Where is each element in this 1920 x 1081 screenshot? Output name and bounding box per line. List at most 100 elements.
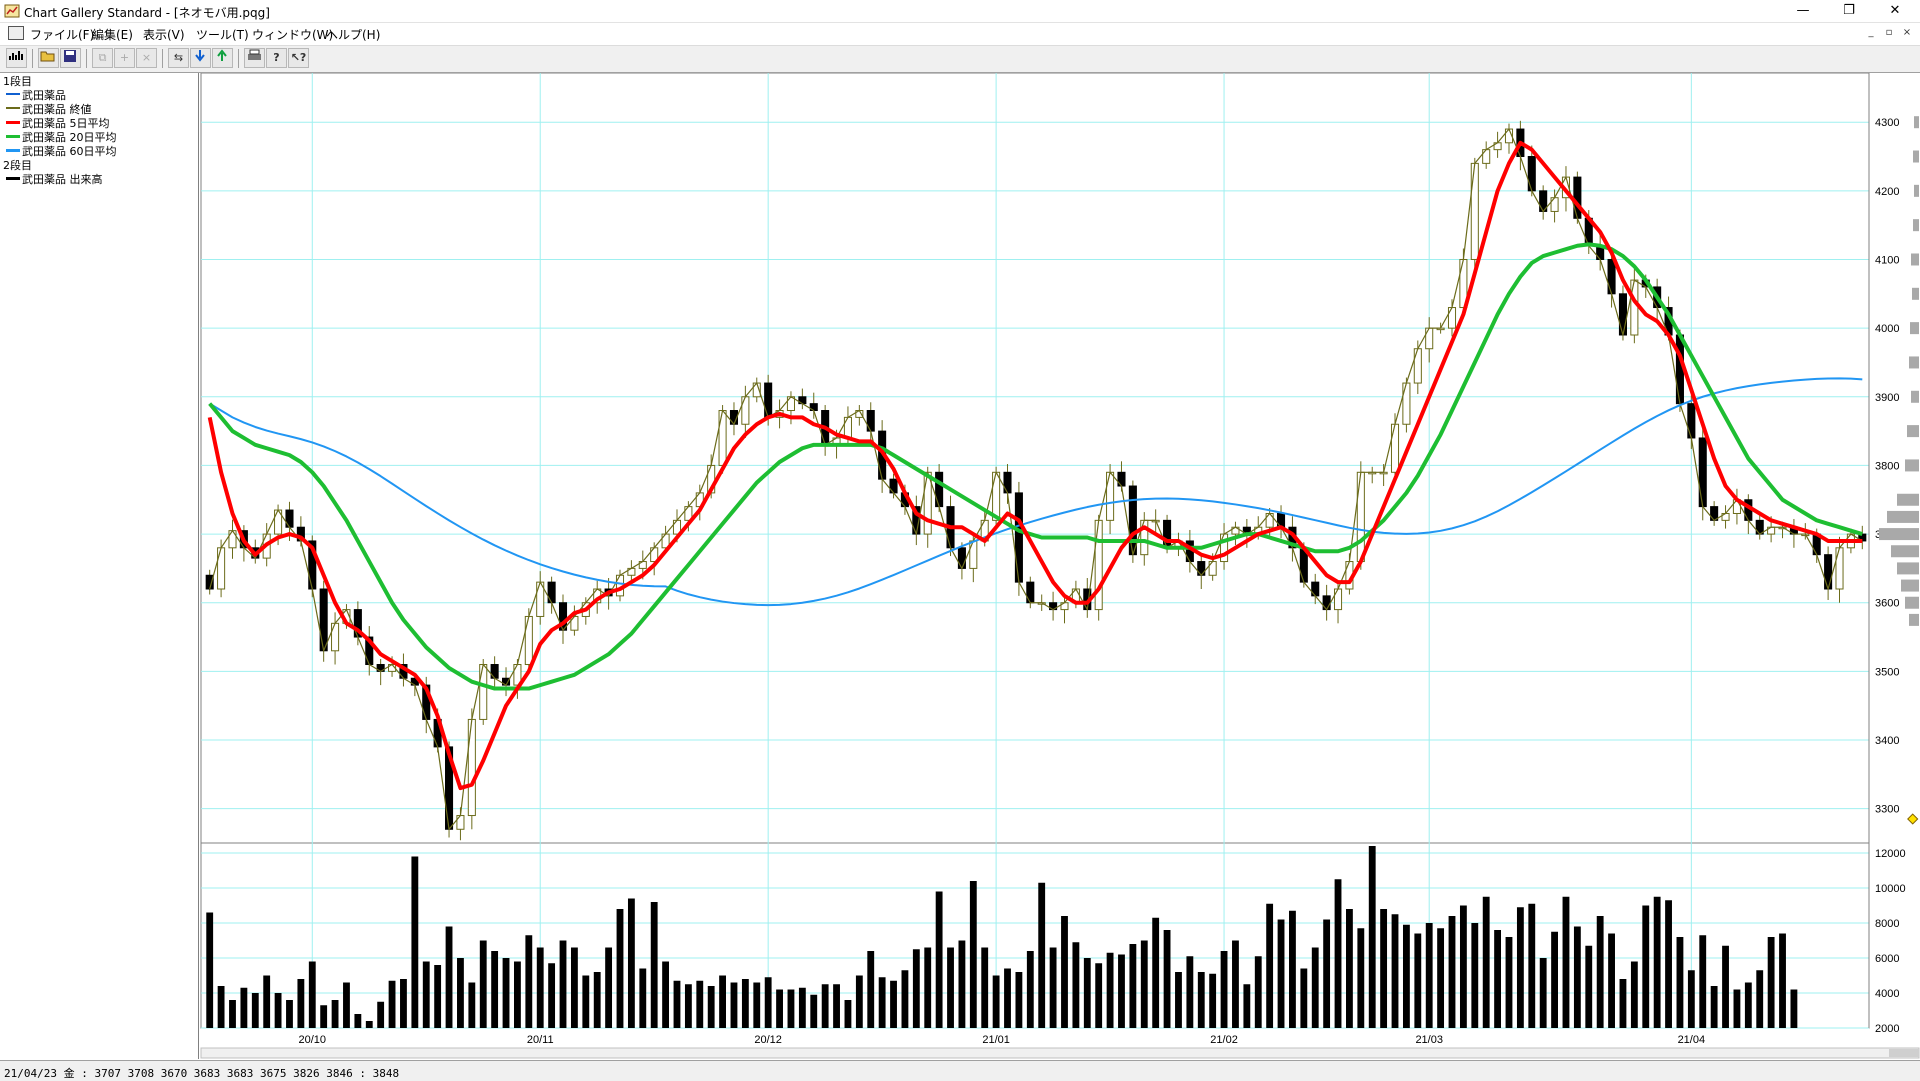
volume-bar [1710, 986, 1718, 1028]
menu-file[interactable]: ファイル(F) [30, 28, 95, 42]
minimize-button[interactable]: — [1796, 3, 1810, 18]
legend-item[interactable]: 武田薬品 5日平均 [0, 115, 198, 130]
volume-bar [1311, 947, 1319, 1028]
volume-bar [1015, 972, 1023, 1028]
candle-body [1003, 471, 1012, 494]
volume-bar [1744, 982, 1752, 1028]
legend-label: 武田薬品 [22, 89, 66, 102]
legend-item[interactable]: 武田薬品 20日平均 [0, 129, 198, 144]
chart-area[interactable]: 3300340035003600370038003900400041004200… [199, 72, 1920, 1059]
menu-help[interactable]: ヘルプ(H) [326, 28, 381, 42]
delete-icon[interactable]: × [136, 48, 157, 68]
volume-bar [798, 987, 806, 1028]
stock-chart[interactable]: 3300340035003600370038003900400041004200… [199, 72, 1920, 1059]
legend-item[interactable]: 武田薬品 60日平均 [0, 143, 198, 158]
date-tick-label: 21/03 [1415, 1034, 1443, 1046]
volume-bar [719, 975, 726, 1028]
legend-item[interactable]: 武田薬品 終値 [0, 101, 198, 116]
volume-bar [491, 951, 499, 1028]
volume-bar [935, 891, 943, 1028]
date-tick-label: 20/12 [754, 1034, 782, 1046]
candle-body [843, 416, 852, 439]
candle-body [1573, 176, 1582, 219]
candle-body [741, 396, 750, 425]
volume-bar [263, 975, 271, 1028]
volume-profile-bar [1913, 219, 1919, 232]
volume-bar [1437, 928, 1445, 1028]
mdi-close-button[interactable]: × [1902, 27, 1912, 38]
scroll-left-icon[interactable]: ⇆ [168, 48, 189, 68]
upload-icon[interactable] [212, 48, 233, 68]
candle-body [1824, 554, 1833, 590]
volume-bar [1516, 907, 1524, 1028]
menu-tools[interactable]: ツール(T) [196, 28, 249, 42]
volume-bar [548, 963, 556, 1028]
volume-bar [217, 986, 225, 1028]
mdi-minimize-button[interactable]: _ [1868, 27, 1874, 38]
menu-edit[interactable]: 編集(E) [92, 28, 133, 42]
volume-bar [1767, 937, 1775, 1028]
volume-bar [1619, 979, 1627, 1028]
context-help-icon[interactable]: ↖? [288, 48, 309, 68]
price-tick-label: 4300 [1875, 117, 1899, 129]
restore-button[interactable]: ❐ [1843, 3, 1855, 18]
status-text: 21/04/23 金 : 3707 3708 3670 3683 3683 36… [4, 1067, 400, 1080]
volume-bar [1254, 956, 1262, 1028]
candle-body [1687, 403, 1696, 439]
volume-tick-label: 12000 [1875, 848, 1906, 860]
volume-bar [559, 940, 567, 1028]
document-menu-icon[interactable] [8, 26, 24, 40]
close-button[interactable]: ✕ [1889, 3, 1901, 18]
save-icon[interactable] [60, 48, 81, 68]
volume-bar [1380, 909, 1388, 1028]
horizontal-scrollbar [200, 1047, 1920, 1059]
volume-bar [605, 947, 613, 1028]
volume-bar [1038, 882, 1046, 1028]
volume-bar [1334, 879, 1342, 1028]
volume-bar [730, 982, 738, 1028]
candle-body [1402, 382, 1411, 425]
volume-bar [1596, 916, 1604, 1028]
volume-profile-bar [1912, 287, 1919, 300]
volume-bar [320, 1005, 328, 1028]
volume-bar [479, 940, 487, 1028]
volume-bar [1197, 972, 1205, 1028]
volume-bar [1471, 923, 1479, 1028]
date-tick-label: 20/10 [299, 1034, 327, 1046]
volume-bar [308, 961, 316, 1028]
price-tick-label: 3500 [1875, 666, 1899, 678]
mdi-restore-button[interactable]: ▫ [1885, 27, 1893, 38]
open-icon[interactable] [38, 48, 59, 68]
volume-bar [286, 1000, 293, 1028]
menu-view[interactable]: 表示(V) [143, 28, 185, 42]
help-icon[interactable]: ? [266, 48, 287, 68]
candle-body [1390, 423, 1400, 473]
title-bar: Chart Gallery Standard - [ネオモバ用.pqg] — ❐… [0, 0, 1920, 23]
add-icon[interactable]: + [114, 48, 135, 68]
legend-label: 武田薬品 60日平均 [22, 145, 117, 158]
legend-pane: 1段目 武田薬品 武田薬品 終値 武田薬品 5日平均 武田薬品 20日平均 武田薬品 6… [0, 73, 199, 1059]
volume-bar [1049, 947, 1057, 1028]
volume-bar [434, 965, 442, 1028]
volume-bar [1186, 956, 1194, 1028]
menu-window[interactable]: ウィンドウ(W) [252, 28, 334, 42]
volume-bar [411, 856, 419, 1028]
price-tick-label: 3800 [1875, 460, 1899, 472]
legend-item[interactable]: 武田薬品 [0, 87, 198, 102]
candle-body [1356, 471, 1365, 563]
print-icon[interactable] [244, 48, 265, 68]
volume-bar [229, 1000, 236, 1028]
volume-bar [776, 989, 783, 1028]
volume-bar [1300, 968, 1308, 1028]
chart-icon[interactable] [6, 48, 27, 68]
volume-bar [365, 1021, 373, 1028]
legend-item[interactable]: 武田薬品 出来高 [0, 171, 198, 186]
download-icon[interactable] [190, 48, 211, 68]
volume-profile-bar [1887, 510, 1919, 523]
date-tick-label: 21/01 [982, 1034, 1010, 1046]
volume-tick-label: 4000 [1875, 988, 1899, 1000]
volume-bar [741, 979, 749, 1028]
copy-icon[interactable]: ⧉ [92, 48, 113, 68]
volume-bar [1095, 963, 1103, 1028]
volume-bar [1790, 989, 1798, 1028]
